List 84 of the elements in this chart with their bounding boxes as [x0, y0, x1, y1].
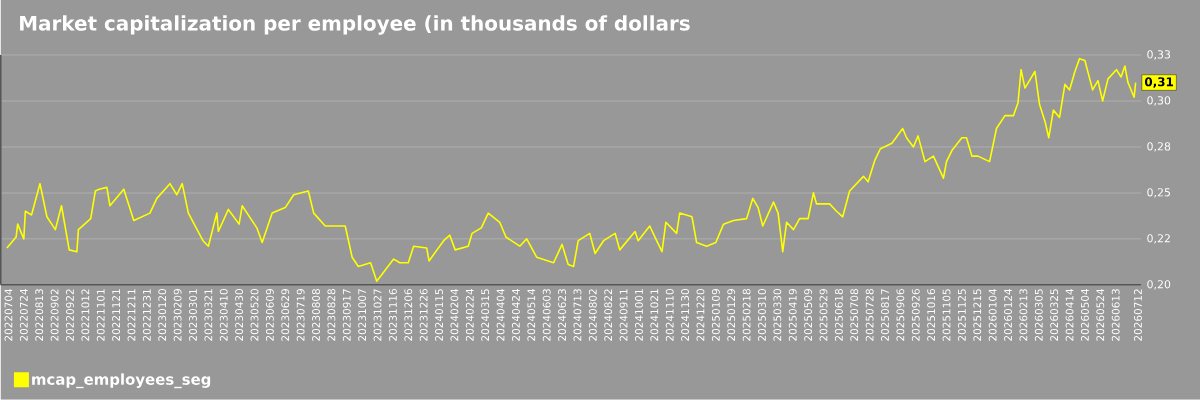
x-tick-label: 20240404 — [496, 289, 505, 341]
annotation: 0,31 — [1144, 77, 1174, 88]
x-tick-label: 20260305 — [1034, 289, 1043, 341]
x-tick-label: 20241130 — [681, 289, 690, 341]
x-tick-label: 20221121 — [112, 289, 121, 341]
x-tick-label: 20230917 — [342, 289, 351, 341]
x-tick-label: 20240514 — [527, 289, 536, 341]
y-tick-label: 0,28 — [1147, 142, 1171, 152]
x-tick-label: 20240623 — [558, 289, 566, 341]
x-tick-label: 20250926 — [911, 289, 920, 341]
x-tick-label: 20240224 — [465, 289, 474, 341]
x-tick-label: 20230609 — [265, 289, 274, 341]
legend-label: mcap_employees_seg — [32, 373, 211, 389]
x-tick-label: 20240315 — [481, 289, 490, 341]
x-tick-label: 20231007 — [358, 289, 367, 341]
x-tick-label: 20250129 — [727, 289, 736, 341]
x-tick-label: 20221231 — [142, 289, 151, 341]
x-tick-label: 20260524 — [1096, 289, 1105, 341]
x-tick-label: 20250109 — [711, 289, 720, 341]
x-tick-label: 20230430 — [235, 289, 244, 341]
x-tick-label: 20230719 — [296, 289, 305, 341]
x-tick-label: 20231206 — [404, 289, 413, 341]
x-tick-label: 20250509 — [804, 289, 813, 341]
x-tick-label: 20221012 — [81, 289, 90, 341]
x-tick-label: 20241110 — [665, 289, 674, 341]
x-tick-label: 20231226 — [419, 289, 428, 341]
x-tick-label: 20250529 — [819, 289, 828, 341]
x-tick-label: 20240911 — [619, 289, 628, 341]
x-tick-label: 20240603 — [542, 289, 551, 341]
x-tick-label: 20241001 — [634, 289, 643, 341]
x-tick-label: 20251215 — [973, 289, 982, 341]
y-tick-label: 0,20 — [1147, 280, 1171, 290]
x-tick-label: 20240424 — [511, 289, 520, 341]
x-tick-label: 20251105 — [942, 289, 951, 341]
x-tick-label: 20230120 — [158, 289, 167, 341]
x-tick-label: 20260414 — [1065, 289, 1074, 341]
x-tick-label: 20230520 — [250, 289, 259, 341]
y-tick-label: 0,30 — [1147, 96, 1171, 106]
x-tick-label: 20240115 — [435, 289, 443, 341]
y-tick-label: 0,25 — [1147, 188, 1170, 198]
line-series — [6, 57, 1137, 283]
x-tick-label: 20260613 — [1111, 289, 1120, 341]
x-tick-label: 20230301 — [189, 289, 197, 341]
x-tick-label: 20221101 — [96, 289, 105, 341]
x-tick-label: 20230629 — [281, 289, 290, 341]
x-tick-label: 20220724 — [19, 289, 28, 341]
y-tick-label: 0,22 — [1147, 234, 1170, 244]
x-tick-label: 20221211 — [127, 289, 136, 341]
x-tick-label: 20260325 — [1050, 289, 1059, 341]
x-tick-label: 20250906 — [896, 289, 905, 341]
x-tick-label: 20231116 — [388, 289, 397, 341]
x-tick-label: 20220902 — [50, 289, 59, 341]
x-tick-label: 20250618 — [834, 289, 843, 341]
x-tick-label: 20231027 — [373, 289, 382, 341]
x-tick-label: 20220922 — [66, 289, 74, 341]
x-tick-label: 20241220 — [696, 289, 705, 341]
x-tick-label: 20240822 — [604, 289, 613, 341]
x-tick-label: 20240802 — [588, 289, 597, 341]
x-tick-label: 20220704 — [4, 289, 13, 341]
x-tick-label: 20250310 — [758, 289, 766, 341]
x-tick-label: 20250708 — [850, 289, 859, 341]
x-tick-label: 20250419 — [788, 289, 797, 341]
x-tick-label: 20230209 — [173, 289, 182, 341]
x-tick-label: 20260712 — [1134, 289, 1142, 341]
x-tick-label: 20260104 — [988, 289, 997, 341]
y-tick-label: 0,33 — [1147, 50, 1171, 60]
x-tick-label: 20240713 — [573, 289, 582, 341]
x-tick-label: 20230808 — [312, 289, 320, 341]
x-tick-label: 20230828 — [327, 289, 336, 341]
chart-title: Market capitalization per employee (in thousands of dollars — [20, 15, 690, 35]
x-tick-label: 20260504 — [1080, 289, 1089, 341]
x-tick-label: 20260213 — [1019, 289, 1028, 341]
x-tick-label: 20250218 — [742, 289, 751, 341]
x-tick-label: 20251125 — [957, 289, 966, 341]
x-tick-label: 20241021 — [650, 289, 659, 341]
x-tick-label: 20230410 — [219, 289, 228, 341]
x-tick-label: 20250728 — [865, 289, 874, 341]
x-tick-label: 20250817 — [881, 289, 889, 341]
x-tick-label: 20250330 — [773, 289, 782, 341]
x-tick-label: 20251016 — [927, 289, 936, 341]
x-tick-label: 20260124 — [1004, 289, 1012, 341]
x-tick-label: 20230321 — [204, 289, 213, 341]
x-tick-label: 20240204 — [450, 289, 459, 341]
x-tick-label: 20220813 — [35, 289, 44, 341]
